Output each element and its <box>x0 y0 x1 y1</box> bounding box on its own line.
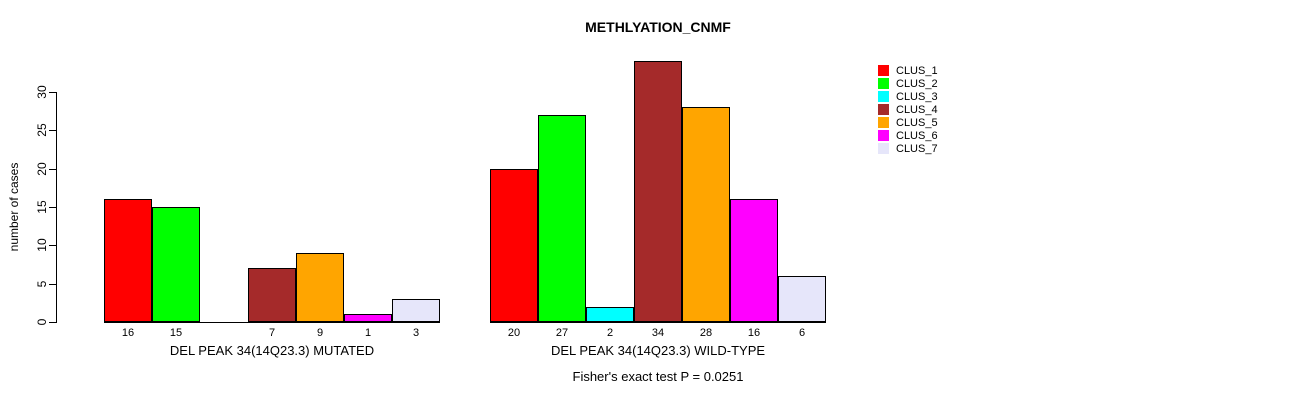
y-axis-tick <box>49 169 56 170</box>
chart-title: METHLYATION_CNMF <box>585 19 731 35</box>
bar-value-label: 15 <box>169 327 183 339</box>
bar <box>392 299 440 322</box>
bar <box>344 314 392 322</box>
y-axis-tick-label: 30 <box>35 85 49 99</box>
bar-value-label: 1 <box>364 327 372 339</box>
group-label: DEL PEAK 34(14Q23.3) MUTATED <box>169 343 375 358</box>
bar <box>682 107 730 322</box>
bar <box>634 61 682 322</box>
legend-label: CLUS_3 <box>896 90 938 103</box>
group-baseline <box>490 322 826 323</box>
legend-item: CLUS_3 <box>878 90 938 103</box>
group-baseline <box>104 322 440 323</box>
bar-value-label: 27 <box>555 327 569 339</box>
legend-item: CLUS_6 <box>878 129 938 142</box>
y-axis-tick-label: 25 <box>35 123 49 137</box>
bar-value-label: 9 <box>316 327 324 339</box>
legend-swatch <box>878 78 889 89</box>
bar-value-label: 34 <box>651 327 665 339</box>
bar <box>152 207 200 322</box>
legend-item: CLUS_2 <box>878 77 938 90</box>
legend-label: CLUS_4 <box>896 103 938 116</box>
y-axis-line <box>56 92 57 323</box>
bar <box>586 307 634 322</box>
legend-swatch <box>878 104 889 115</box>
legend-swatch <box>878 117 889 128</box>
y-axis-label: number of cases <box>7 162 21 252</box>
bar-value-label: 20 <box>507 327 521 339</box>
bar-value-label: 28 <box>699 327 713 339</box>
y-axis-tick <box>49 322 56 323</box>
legend-item: CLUS_4 <box>878 103 938 116</box>
bar <box>538 115 586 322</box>
legend-swatch <box>878 91 889 102</box>
bar <box>490 169 538 322</box>
y-axis-tick <box>49 245 56 246</box>
legend-label: CLUS_1 <box>896 64 938 77</box>
bar-value-label: 6 <box>798 327 806 339</box>
fisher-test-annotation: Fisher's exact test P = 0.0251 <box>572 369 744 384</box>
y-axis-tick <box>49 284 56 285</box>
legend-swatch <box>878 143 889 154</box>
bar <box>248 268 296 322</box>
bar <box>104 199 152 322</box>
bar <box>778 276 826 322</box>
y-axis-tick-label: 15 <box>35 200 49 214</box>
legend-label: CLUS_5 <box>896 116 938 129</box>
y-axis-tick <box>49 92 56 93</box>
bar-value-label: 3 <box>412 327 420 339</box>
y-axis-tick-label: 10 <box>35 238 49 252</box>
y-axis-tick-label: 0 <box>35 318 49 326</box>
y-axis-tick <box>49 130 56 131</box>
legend-swatch <box>878 65 889 76</box>
legend-label: CLUS_6 <box>896 129 938 142</box>
bar-value-label: 16 <box>747 327 761 339</box>
y-axis-tick-label: 20 <box>35 162 49 176</box>
y-axis-tick <box>49 207 56 208</box>
group-label: DEL PEAK 34(14Q23.3) WILD-TYPE <box>550 343 766 358</box>
legend-item: CLUS_5 <box>878 116 938 129</box>
legend-swatch <box>878 130 889 141</box>
bar-value-label: 7 <box>268 327 276 339</box>
y-axis-tick-label: 5 <box>35 280 49 288</box>
legend-label: CLUS_7 <box>896 142 938 155</box>
bar <box>730 199 778 322</box>
bar-value-label: 2 <box>606 327 614 339</box>
legend-item: CLUS_1 <box>878 64 938 77</box>
legend-label: CLUS_2 <box>896 77 938 90</box>
legend-item: CLUS_7 <box>878 142 938 155</box>
bar-value-label: 16 <box>121 327 135 339</box>
bar <box>296 253 344 322</box>
